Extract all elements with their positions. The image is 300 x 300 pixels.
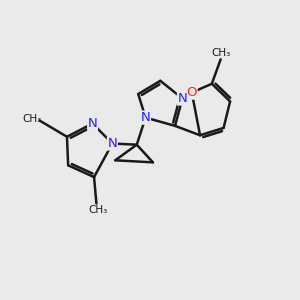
Text: N: N bbox=[178, 92, 187, 105]
Text: CH₃: CH₃ bbox=[88, 205, 107, 215]
Text: O: O bbox=[187, 86, 197, 99]
Text: CH₃: CH₃ bbox=[211, 48, 230, 58]
Text: N: N bbox=[88, 117, 98, 130]
Text: N: N bbox=[107, 137, 117, 150]
Text: CH₃: CH₃ bbox=[22, 114, 42, 124]
Text: N: N bbox=[141, 111, 151, 124]
